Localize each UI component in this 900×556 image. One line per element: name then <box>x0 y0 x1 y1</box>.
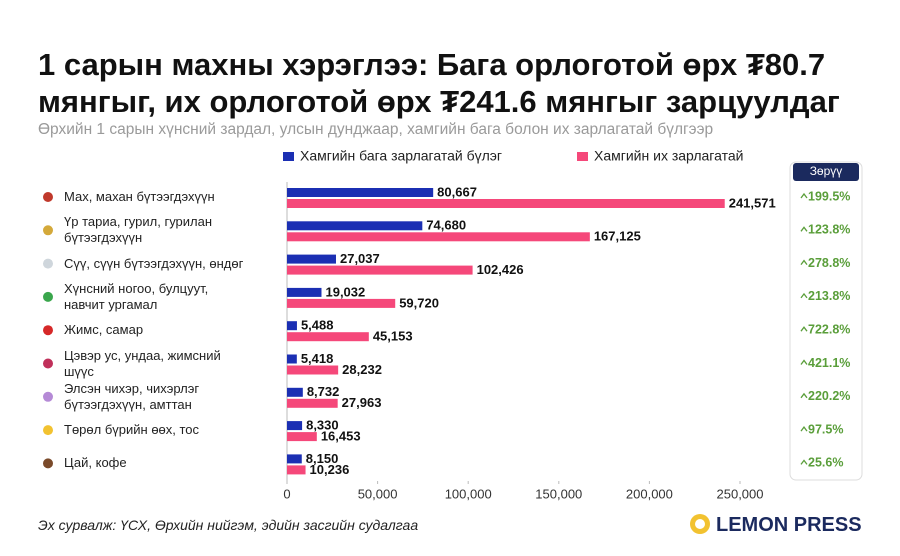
bar <box>287 354 297 364</box>
bar <box>287 254 336 264</box>
chart-title: 1 сарын махны хэрэглээ: Бага орлоготой ө… <box>38 47 840 119</box>
category-icon <box>43 258 53 269</box>
category-icon <box>43 358 53 369</box>
x-tick-label: 150,000 <box>535 486 582 501</box>
y-tick-label: Мах, махан бүтээгдэхүүн <box>64 189 215 204</box>
y-tick-label: Үр тариа, гурил, гурилан бүтээгдэхүүн <box>64 214 213 246</box>
bar <box>287 287 322 297</box>
difference-title: Зөрүү <box>810 164 843 178</box>
bar <box>287 232 590 242</box>
category-icon <box>43 391 53 402</box>
up-arrow <box>800 426 808 432</box>
data-label: 74,680 <box>426 218 466 233</box>
y-tick-label: Төрөл бүрийн өөх, тос <box>64 422 200 438</box>
data-label: 102,426 <box>477 262 524 277</box>
data-label: 167,125 <box>594 229 641 244</box>
x-tick-label: 0 <box>283 486 290 501</box>
up-arrow <box>800 259 808 265</box>
x-tick-label: 250,000 <box>717 486 764 501</box>
bar <box>287 321 297 331</box>
data-label: 27,037 <box>340 251 380 266</box>
category-icon <box>43 325 53 336</box>
bar <box>287 365 339 375</box>
difference-label: 421.1% <box>808 356 850 370</box>
difference-panel <box>789 161 863 481</box>
up-arrow <box>800 192 808 199</box>
data-label: 8,732 <box>307 384 340 399</box>
difference-label: 123.8% <box>808 223 850 237</box>
legend-label: Хамгийн их зарлагатай <box>594 148 743 164</box>
x-tick-label: 200,000 <box>626 486 673 501</box>
up-arrow <box>800 459 808 465</box>
bar <box>287 465 306 475</box>
chart-subtitle: Өрхийн 1 сарын хүнсний зардал, улсын дун… <box>38 121 714 138</box>
bar <box>287 454 302 464</box>
data-label: 27,963 <box>342 395 382 410</box>
x-tick-label: 50,000 <box>358 486 398 501</box>
bar <box>287 421 303 431</box>
legend-label: Хамгийн бага зарлагатай бүлэг <box>300 148 502 164</box>
bar <box>287 398 338 408</box>
category-icon <box>43 458 53 469</box>
up-arrow <box>800 292 808 299</box>
data-label: 8,330 <box>306 418 339 433</box>
category-icon <box>43 425 53 436</box>
y-tick-label: Цэвэр ус, ундаа, жимсний шүүс <box>64 347 221 379</box>
source: Эх сурвалж: ҮСХ, Өрхийн нийгэм, эдийн за… <box>38 517 419 533</box>
data-label: 59,720 <box>399 295 439 310</box>
bar <box>287 332 369 342</box>
data-label: 16,453 <box>321 429 361 444</box>
bar <box>287 188 434 197</box>
data-label: 5,418 <box>301 351 334 366</box>
y-tick-label: Хүнсний ногоо, булцуут, навчит ургамал <box>64 280 209 312</box>
difference-label: 199.5% <box>808 189 850 203</box>
y-tick-label: Цай, кофе <box>64 455 127 471</box>
legend-swatch <box>283 152 294 161</box>
data-label: 80,667 <box>437 184 477 199</box>
difference-label: 213.8% <box>808 289 850 303</box>
up-arrow <box>800 326 808 332</box>
bar <box>287 298 396 308</box>
y-tick-label: Жимс, самар <box>64 322 144 338</box>
bar <box>287 221 423 231</box>
logo-inner <box>695 519 705 529</box>
difference-label: 25.6% <box>808 456 843 470</box>
data-label: 10,236 <box>310 462 350 477</box>
data-label: 28,232 <box>342 362 382 377</box>
up-arrow <box>800 359 808 365</box>
bar <box>287 199 725 208</box>
up-arrow <box>800 392 808 399</box>
bar <box>287 387 303 397</box>
data-label: 241,571 <box>729 195 776 210</box>
y-tick-label: Элсэн чихэр, чихэрлэг бүтээгдэхүүн, амтт… <box>64 380 200 412</box>
difference-label: 278.8% <box>808 256 850 270</box>
category-icon <box>43 225 53 236</box>
difference-label: 220.2% <box>808 389 850 403</box>
bar <box>287 265 473 275</box>
data-label: 45,153 <box>373 329 413 344</box>
y-tick-label: Сүү, сүүн бүтээгдэхүүн, өндөг <box>64 255 244 271</box>
data-label: 5,488 <box>301 318 334 333</box>
difference-label: 722.8% <box>808 322 850 336</box>
data-label: 8,150 <box>306 451 339 466</box>
difference-label: 97.5% <box>808 422 843 436</box>
category-icon <box>43 291 53 302</box>
brand: LEMON PRESS <box>716 514 862 536</box>
category-icon <box>43 192 53 202</box>
data-label: 19,032 <box>325 284 365 299</box>
x-tick-label: 100,000 <box>445 486 492 501</box>
legend-swatch <box>577 152 588 161</box>
up-arrow <box>800 226 808 232</box>
bar <box>287 432 317 442</box>
difference-header <box>793 163 859 181</box>
